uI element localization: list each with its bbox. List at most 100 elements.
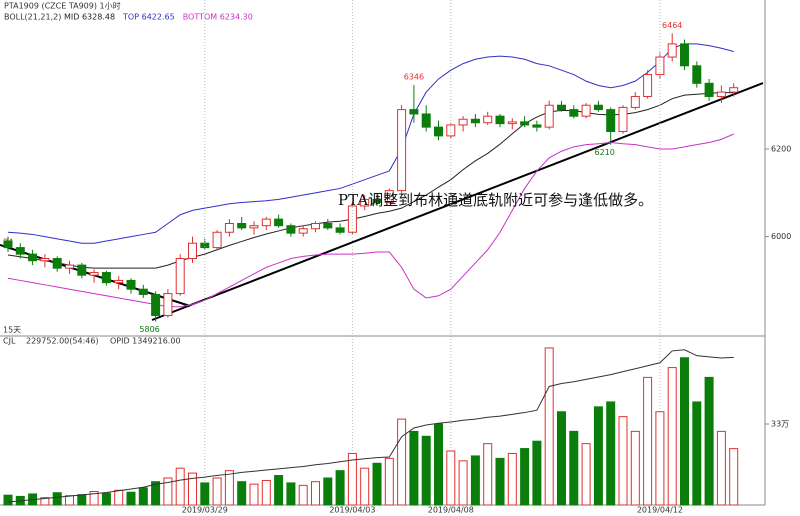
x-tick-label: 2019/04/12 bbox=[637, 506, 683, 515]
volume-bar bbox=[286, 482, 296, 506]
oi-label: OPID 1349216.00 bbox=[110, 337, 181, 346]
volume-bar bbox=[458, 460, 468, 506]
volume-bar bbox=[655, 411, 665, 506]
volume-bar bbox=[347, 452, 357, 506]
y-tick-label: 6200 bbox=[771, 145, 791, 154]
volume-bar bbox=[569, 430, 579, 506]
volume-bar bbox=[40, 497, 50, 506]
volume-bar bbox=[680, 357, 689, 506]
volume-bar bbox=[618, 416, 628, 506]
candle-body bbox=[520, 121, 530, 126]
annotation: PTA调整到布林通道底轨附近可参与逢低做多。 bbox=[338, 191, 653, 209]
volume-bar bbox=[249, 483, 259, 506]
volume-bar bbox=[175, 467, 185, 506]
volume-bar bbox=[544, 347, 554, 506]
candle-body bbox=[655, 56, 665, 76]
legend-entry: MID 6328.48 bbox=[64, 13, 115, 22]
volume-bar bbox=[434, 423, 443, 506]
volume-bar bbox=[421, 435, 431, 506]
candle-body bbox=[667, 43, 677, 58]
volume-bar bbox=[323, 477, 333, 506]
candle-body bbox=[249, 225, 259, 229]
symbol: PTA1909 (CZCE TA909) 1小时 bbox=[4, 1, 121, 11]
candle-body bbox=[643, 74, 653, 97]
volume-bar bbox=[593, 406, 603, 506]
volume-bar bbox=[384, 457, 394, 506]
volume-bar bbox=[692, 401, 702, 506]
candle-body bbox=[89, 272, 99, 276]
candle-body bbox=[15, 247, 25, 255]
candle-body bbox=[434, 126, 443, 137]
volume-bar bbox=[311, 481, 320, 506]
volume-bar bbox=[212, 477, 222, 506]
candle-body bbox=[52, 258, 62, 269]
candle-body bbox=[495, 115, 505, 125]
volume-bar bbox=[65, 495, 74, 506]
volume-bar bbox=[667, 367, 677, 506]
volume-bar bbox=[446, 450, 456, 506]
volume-bar bbox=[89, 491, 99, 506]
volume-bar bbox=[224, 470, 234, 506]
x-tick-label: 2019/04/03 bbox=[329, 506, 375, 515]
candle-body bbox=[421, 113, 431, 128]
candle-body bbox=[261, 218, 271, 227]
volume-bar bbox=[643, 376, 653, 506]
candle-body bbox=[630, 95, 640, 108]
trough-label: 6210 bbox=[595, 148, 615, 157]
volume-bar bbox=[630, 430, 640, 506]
volume-bar bbox=[163, 477, 173, 506]
candle-body bbox=[188, 242, 197, 260]
volume-bar bbox=[151, 481, 161, 506]
volume-bar bbox=[188, 472, 197, 506]
candle-body bbox=[557, 104, 566, 111]
volume-bar bbox=[483, 443, 493, 506]
candle-body bbox=[224, 222, 234, 233]
candle-body bbox=[618, 106, 628, 133]
candle-body bbox=[507, 121, 517, 125]
candle-body bbox=[680, 43, 689, 67]
candle-body bbox=[311, 222, 320, 230]
volume-bar bbox=[729, 448, 739, 506]
volume-bar bbox=[495, 457, 505, 506]
candle-body bbox=[114, 279, 124, 284]
y-tick-label: 33万 bbox=[771, 420, 789, 429]
legend-entry: TOP 6422.65 bbox=[122, 13, 175, 22]
candle-body bbox=[212, 231, 222, 249]
candle-body bbox=[360, 198, 370, 207]
peak-label: 6346 bbox=[404, 73, 424, 82]
candle-body bbox=[532, 124, 542, 128]
candle-body bbox=[692, 65, 702, 84]
candle-body bbox=[151, 293, 161, 316]
candle-body bbox=[581, 104, 591, 117]
candle-body bbox=[323, 222, 333, 229]
candle-body bbox=[483, 115, 493, 124]
volume-bar bbox=[138, 487, 148, 506]
volume-bar bbox=[470, 455, 480, 506]
indicator: BOLL(21,21,2) bbox=[4, 13, 61, 22]
period: 15天 bbox=[3, 326, 21, 335]
candle-body bbox=[470, 118, 480, 124]
candle-body bbox=[372, 198, 382, 203]
volume-bar bbox=[261, 479, 271, 506]
candle-body bbox=[298, 228, 308, 234]
candle-body bbox=[138, 288, 148, 295]
candle-body bbox=[163, 293, 173, 316]
candle-body bbox=[384, 190, 394, 203]
volume-bar bbox=[360, 467, 370, 506]
volume-bar bbox=[335, 470, 345, 506]
candle-body bbox=[3, 240, 13, 249]
volume-bar bbox=[101, 492, 111, 506]
volume-bar bbox=[3, 494, 13, 506]
volume-bar bbox=[77, 494, 87, 506]
candle-body bbox=[569, 109, 579, 117]
peak-label: 6464 bbox=[662, 21, 682, 30]
candle-body bbox=[409, 109, 419, 115]
x-tick-label: 2019/03/29 bbox=[182, 506, 228, 515]
boll-line bbox=[7, 133, 734, 308]
volume-bar bbox=[397, 418, 407, 506]
volume-bar bbox=[126, 491, 136, 506]
y-tick-label: 6000 bbox=[771, 232, 791, 241]
candle-body bbox=[286, 225, 296, 234]
candle-body bbox=[101, 272, 111, 284]
